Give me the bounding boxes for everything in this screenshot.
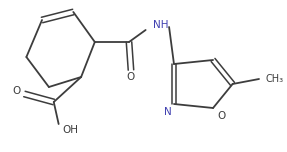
Text: O: O bbox=[217, 111, 225, 121]
Text: CH₃: CH₃ bbox=[266, 74, 284, 84]
Text: O: O bbox=[12, 86, 21, 96]
Text: O: O bbox=[127, 72, 135, 82]
Text: NH: NH bbox=[154, 20, 169, 30]
Text: OH: OH bbox=[63, 125, 79, 135]
Text: N: N bbox=[164, 107, 172, 117]
